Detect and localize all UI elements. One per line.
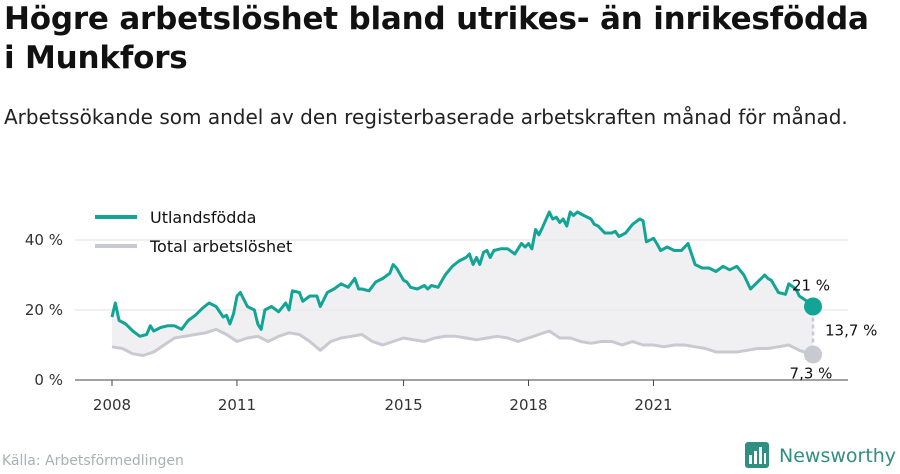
x-tick-label: 2008 xyxy=(93,396,131,414)
y-tick-label: 20 % xyxy=(25,301,63,319)
newsworthy-icon xyxy=(745,442,769,468)
legend-label-total: Total arbetslöshet xyxy=(149,237,292,256)
end-point-total xyxy=(804,345,822,364)
axis-ticks: 2008 2011 2015 2018 2021 xyxy=(93,380,673,414)
x-tick-label: 2021 xyxy=(634,396,672,414)
series-line-foreign xyxy=(110,210,815,338)
chart-title: Högre arbetslöshet bland utrikes- än inr… xyxy=(4,1,869,76)
end-label-foreign: 21 % xyxy=(792,277,830,295)
end-label-total: 7,3 % xyxy=(790,364,833,382)
x-tick-label: 2018 xyxy=(509,396,547,414)
end-point-foreign xyxy=(804,297,822,316)
brand-logo: Newsworthy xyxy=(745,441,896,471)
line-chart: 0 % 20 % 40 % 2008 2011 2015 2018 2021 21 % 7,… xyxy=(25,208,878,414)
legend: Utlandsfödda Total arbetslöshet xyxy=(95,208,292,256)
y-tick-label: 0 % xyxy=(34,371,63,389)
x-tick-label: 2015 xyxy=(384,396,422,414)
source-note: Källa: Arbetsförmedlingen xyxy=(2,453,184,469)
chart-subtitle: Arbetssökande som andel av den registerb… xyxy=(4,105,848,129)
x-tick-label: 2011 xyxy=(218,396,256,414)
y-tick-label: 40 % xyxy=(25,231,63,249)
legend-label-foreign: Utlandsfödda xyxy=(150,208,256,227)
gap-band xyxy=(112,212,813,356)
brand-name: Newsworthy xyxy=(779,445,897,467)
gap-label: 13,7 % xyxy=(825,321,877,339)
series-line-total xyxy=(111,327,814,357)
